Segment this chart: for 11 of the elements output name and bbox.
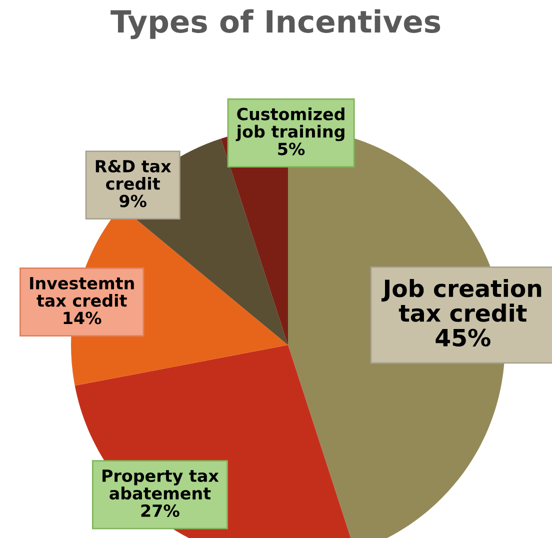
slice-label: R&D tax credit (96, 160, 172, 190)
data-label: 14% (64, 312, 102, 324)
data-label: 5% (278, 142, 305, 156)
slice-label: Customized job training (236, 107, 344, 142)
slice-label: Job creation tax credit (382, 278, 542, 322)
data-label: 9% (120, 194, 146, 208)
chart-title: Types of Incentives (110, 9, 440, 40)
data-label: 45% (436, 328, 490, 347)
data-label: 27% (141, 504, 180, 517)
slice-label: Property tax abatement (102, 470, 219, 500)
slice-label: Investemtn tax credit (30, 277, 134, 307)
